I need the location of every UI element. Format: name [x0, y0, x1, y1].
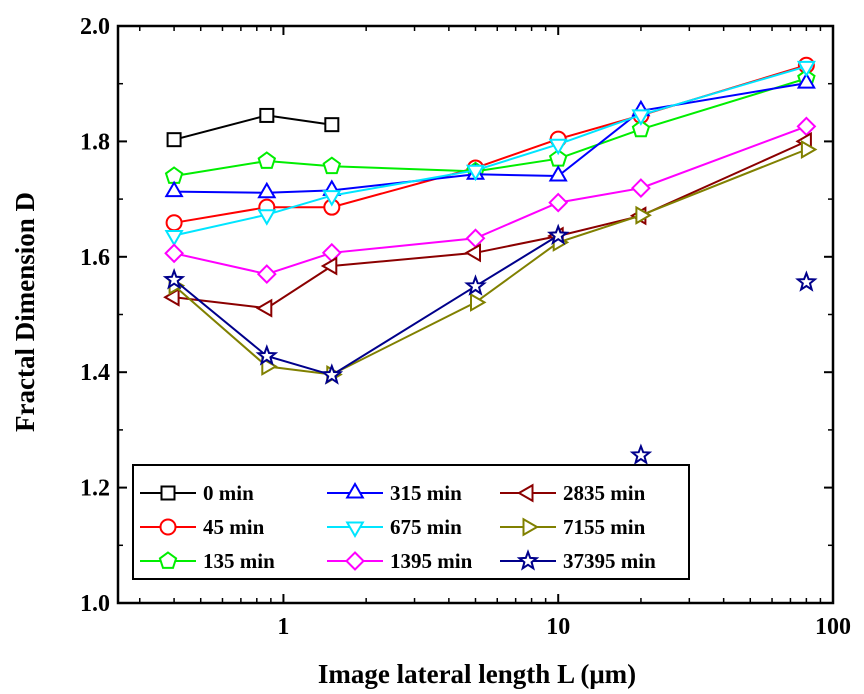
legend-item: 315 min [327, 481, 462, 505]
legend-marker [345, 482, 365, 499]
legend-label: 0 min [203, 481, 254, 505]
series-layer [162, 56, 818, 465]
data-point [164, 166, 184, 184]
y-tick-label: 1.6 [80, 245, 110, 271]
legend-marker [345, 551, 365, 571]
series-45-min [165, 56, 815, 232]
data-point [470, 292, 487, 312]
y-tick-label: 1.8 [80, 129, 110, 155]
x-tick-label: 10 [546, 614, 570, 640]
x-tick-label: 100 [815, 614, 851, 640]
data-point [795, 270, 818, 292]
data-point [163, 287, 180, 307]
y-tick-label: 2.0 [80, 14, 110, 40]
x-axis-title: Image lateral length L (μm) [318, 659, 636, 689]
data-point [162, 268, 186, 290]
legend-marker [522, 517, 539, 537]
legend-item: 675 min [327, 515, 462, 539]
data-point [464, 274, 487, 296]
legend-label: 135 min [203, 549, 275, 573]
data-point [256, 264, 277, 285]
legend-label: 1395 min [390, 549, 473, 573]
series-37395-min [162, 223, 818, 465]
data-point [320, 256, 338, 276]
legend-label: 7155 min [563, 515, 646, 539]
data-point [322, 190, 342, 207]
legend-marker [517, 483, 534, 503]
legend-label: 45 min [203, 515, 265, 539]
legend-item: 1395 min [327, 549, 473, 573]
y-tick-label: 1.0 [80, 591, 110, 617]
data-point [257, 209, 277, 226]
data-point [796, 72, 816, 89]
data-point [800, 139, 818, 160]
series-line [173, 234, 559, 377]
data-point [166, 132, 182, 148]
legend-label: 2835 min [563, 481, 646, 505]
legend-label: 675 min [390, 515, 462, 539]
data-point [631, 119, 651, 138]
data-point [322, 156, 342, 175]
data-point [164, 180, 184, 198]
legend-marker [159, 518, 177, 536]
legend-item: 45 min [140, 515, 265, 539]
data-point [548, 165, 568, 182]
data-point [548, 138, 568, 156]
data-point [257, 181, 277, 199]
legend-marker [160, 485, 176, 501]
data-point [464, 243, 481, 263]
legend-box [132, 464, 690, 580]
y-tick-label: 1.2 [80, 476, 110, 502]
legend-marker [158, 551, 178, 569]
series-line [173, 114, 332, 141]
data-point [629, 443, 653, 465]
legend-marker [516, 549, 540, 571]
axes: 1.0 1.2 1.4 1.6 1.8 2.0 1 10 100 [80, 14, 851, 640]
data-point [321, 242, 342, 263]
data-point [465, 164, 486, 182]
data-point [465, 228, 486, 249]
legend-label: 315 min [390, 481, 462, 505]
legend-item: 135 min [140, 549, 275, 573]
legend-item: 0 min [140, 481, 254, 505]
legend-item: 2835 min [500, 481, 646, 505]
data-point [255, 298, 273, 318]
y-tick-label: 1.4 [80, 360, 110, 386]
data-point [548, 192, 569, 213]
data-point [796, 60, 816, 78]
legend-label: 37395 min [563, 549, 656, 573]
data-point [320, 363, 344, 385]
legend-item: 7155 min [500, 515, 646, 539]
data-point [261, 356, 278, 376]
data-point [165, 214, 183, 232]
data-point [630, 178, 651, 199]
series-line [174, 82, 807, 194]
data-point [631, 109, 651, 126]
series-1395-min [164, 116, 817, 285]
data-point [255, 344, 279, 366]
data-point [259, 107, 275, 123]
series-675-min [164, 60, 816, 247]
data-point [546, 223, 570, 246]
data-point [257, 151, 277, 169]
legend-marker [345, 521, 365, 538]
data-point [635, 205, 652, 225]
x-tick-label: 1 [277, 614, 289, 640]
data-point [164, 243, 185, 264]
data-point [796, 116, 817, 137]
series-0-min [166, 107, 340, 148]
data-point [164, 230, 184, 247]
legend-item: 37395 min [500, 549, 656, 573]
data-point [324, 117, 340, 133]
y-axis-title: Fractal Dimension D [10, 192, 40, 432]
legend: 0 min 45 min 135 min 315 min 675 min 1395 min… [132, 464, 690, 580]
